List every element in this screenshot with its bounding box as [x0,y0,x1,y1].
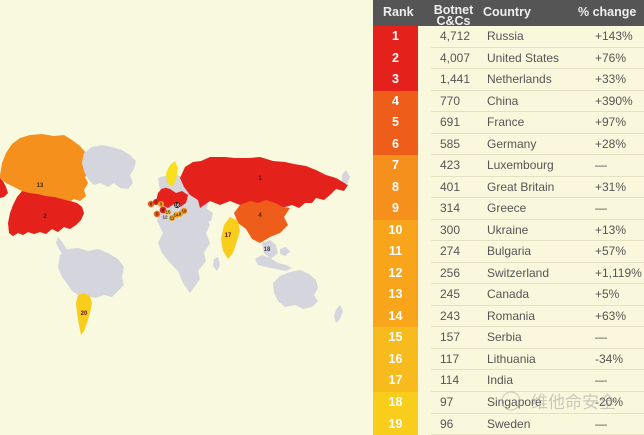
svg-text:17: 17 [225,233,232,239]
svg-text:20: 20 [81,311,88,317]
svg-text:12: 12 [162,215,168,220]
svg-text:16: 16 [174,203,180,208]
svg-text:15: 15 [165,210,171,215]
svg-text:18: 18 [264,247,271,253]
svg-text:13: 13 [37,183,44,189]
svg-text:11: 11 [170,216,175,221]
